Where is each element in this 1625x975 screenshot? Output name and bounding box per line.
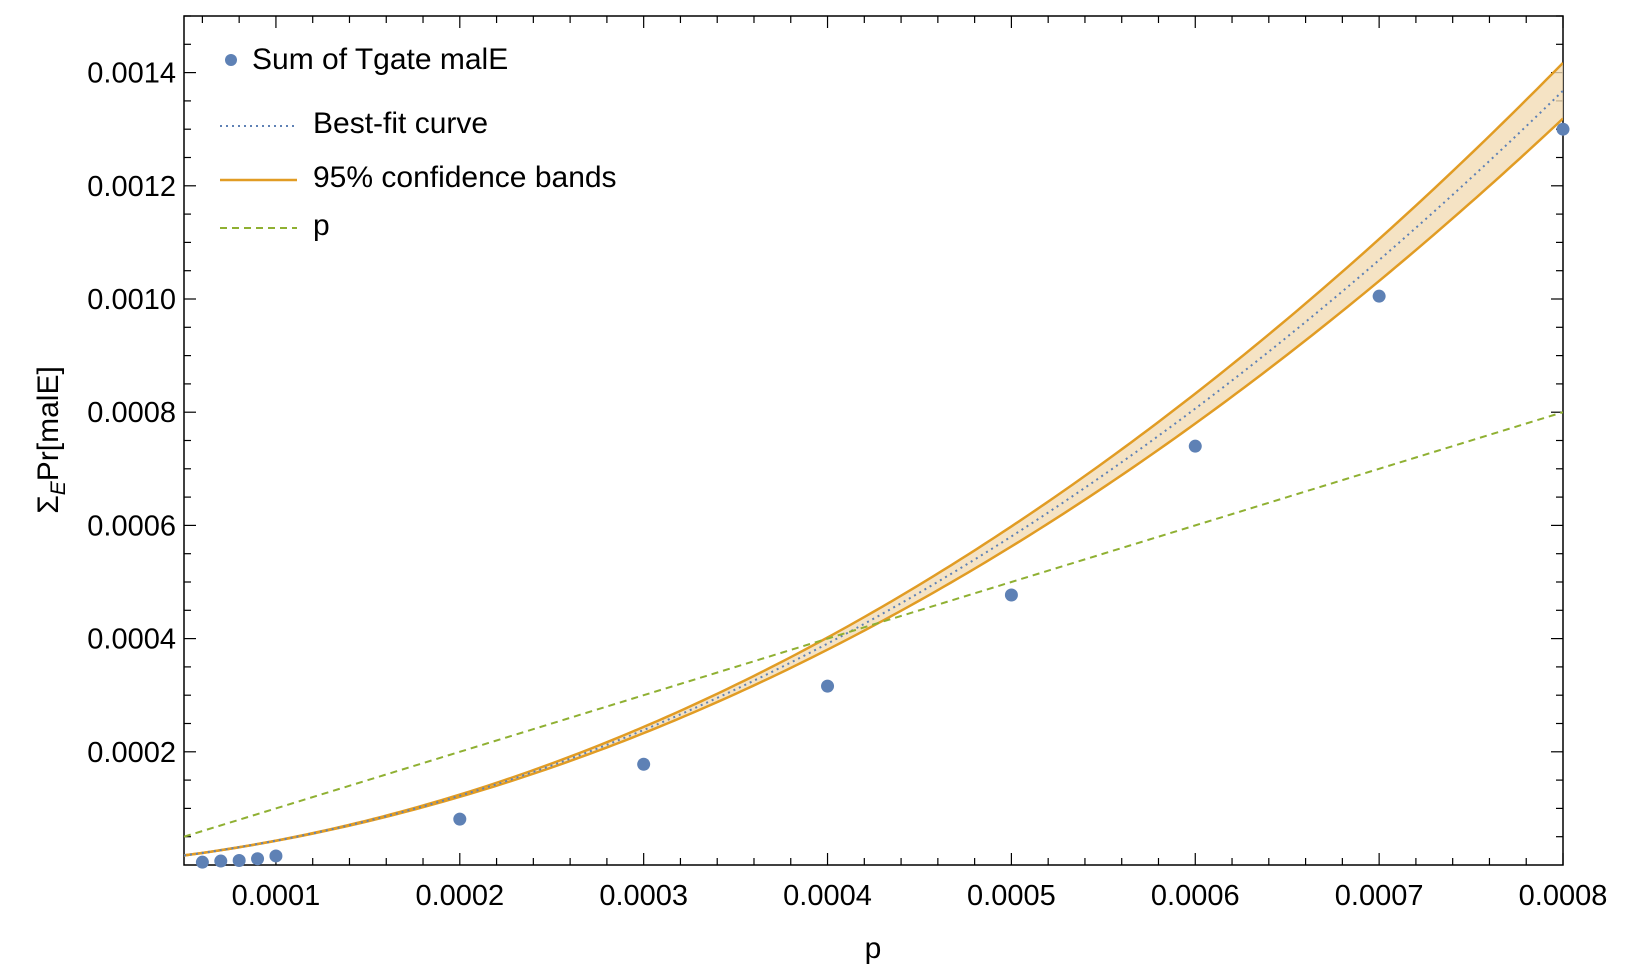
y-label-subscript: E: [47, 480, 70, 495]
best-fit-curve: [184, 89, 1563, 857]
x-tick-label: 0.0005: [967, 880, 1056, 912]
y-label-sigma: Σ: [32, 495, 65, 514]
x-tick-label: 0.0007: [1335, 880, 1424, 912]
legend-label-bands: 95% confidence bands: [313, 161, 617, 194]
x-tick-label: 0.0006: [1151, 880, 1240, 912]
legend-marker-points: [225, 54, 237, 66]
y-tick-label: 0.0004: [87, 624, 176, 656]
y-label-text: Pr[malE]: [32, 366, 65, 481]
data-point: [269, 849, 283, 863]
y-tick-label: 0.0012: [87, 171, 176, 203]
y-tick-label: 0.0008: [87, 397, 176, 429]
y-tick-label: 0.0010: [87, 284, 176, 316]
reference-line-p: [184, 411, 1563, 838]
x-tick-label: 0.0002: [415, 880, 504, 912]
data-point: [1556, 122, 1570, 136]
data-point: [1372, 289, 1386, 303]
data-point: [232, 853, 246, 867]
plot-frame: [183, 15, 1564, 866]
data-point: [214, 854, 228, 868]
data-points: [195, 122, 1570, 869]
y-tick-label: 0.0002: [87, 737, 176, 769]
data-point: [1004, 588, 1018, 602]
y-tick-label: 0.0014: [87, 58, 176, 90]
x-tick-label: 0.0008: [1519, 880, 1608, 912]
legend-label-reference: p: [313, 209, 330, 242]
plot-area: [184, 61, 1563, 857]
y-tick-label: 0.0006: [87, 510, 176, 542]
x-tick-label: 0.0001: [232, 880, 321, 912]
x-axis-label: p: [865, 932, 882, 965]
x-axis-ticks: 0.0001 0.0002 0.0003 0.0004 0.0005 0.0006 0.00…: [201, 16, 1608, 912]
legend: Sum of Tgate malE Best-fit curve 95% con…: [220, 43, 617, 242]
y-axis-label: ΣEPr[malE]: [32, 366, 70, 514]
data-point: [821, 679, 835, 693]
legend-label-points: Sum of Tgate malE: [252, 43, 508, 76]
data-point: [1188, 439, 1202, 453]
data-point: [195, 855, 209, 869]
data-point: [453, 812, 467, 826]
legend-label-fit: Best-fit curve: [313, 107, 488, 140]
confidence-band-lower: [184, 117, 1563, 857]
x-tick-label: 0.0004: [783, 880, 872, 912]
x-tick-label: 0.0003: [599, 880, 688, 912]
y-axis-ticks: 0.0002 0.0004 0.0006 0.0008 0.0010 0.0012 0.00…: [87, 15, 1563, 838]
data-point: [251, 852, 265, 866]
data-point: [637, 757, 651, 771]
